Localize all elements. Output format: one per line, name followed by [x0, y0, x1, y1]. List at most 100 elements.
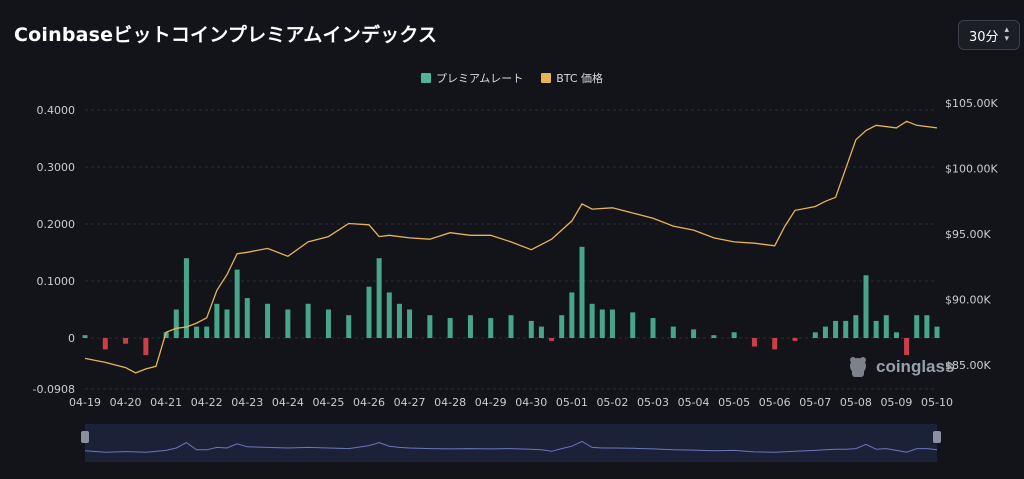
x-tick-label: 05-10 [921, 396, 953, 409]
premium-bar [904, 338, 910, 356]
time-navigator[interactable] [81, 424, 941, 462]
premium-bar [224, 309, 230, 338]
navigator-background [85, 424, 937, 462]
y-left-tick-label: 0.3000 [37, 161, 76, 174]
premium-bar [731, 332, 737, 338]
chevron-updown-icon: ▴ ▾ [1004, 25, 1010, 44]
premium-bar [934, 326, 940, 338]
premium-bar [833, 320, 839, 338]
premium-bar [630, 312, 636, 338]
watermark: coinglass [850, 357, 954, 377]
interval-select[interactable]: 30分 ▴ ▾ [958, 20, 1020, 50]
premium-bar [650, 318, 656, 338]
watermark-text: coinglass [876, 357, 954, 376]
x-tick-label: 04-25 [312, 396, 344, 409]
premium-bar [589, 303, 595, 338]
premium-bar [488, 318, 494, 338]
premium-bar [528, 320, 534, 338]
legend-swatch-premium [420, 73, 431, 83]
premium-bar [609, 309, 615, 338]
premium-bar [346, 315, 352, 338]
premium-bar [812, 332, 818, 338]
premium-bar [396, 303, 402, 338]
premium-bar [305, 303, 311, 338]
premium-bar [751, 338, 757, 347]
navigator-series-line [84, 440, 938, 453]
navigator-handle-right[interactable] [933, 431, 941, 443]
x-tick-label: 04-24 [272, 396, 304, 409]
coinglass-logo-icon [850, 357, 866, 377]
premium-bar [386, 292, 392, 338]
x-tick-label: 05-03 [637, 396, 669, 409]
y-right-tick-label: $85.00K [945, 359, 991, 372]
y-right-tick-label: $100.00K [945, 163, 998, 176]
premium-bar [579, 246, 585, 338]
legend-swatch-btc [541, 73, 552, 83]
premium-bar [863, 275, 869, 338]
x-tick-label: 04-22 [191, 396, 223, 409]
btc-price-line [84, 120, 938, 374]
premium-bar [711, 335, 717, 338]
x-tick-label: 04-28 [434, 396, 466, 409]
page-title: Coinbaseビットコインプレミアムインデックス [14, 24, 438, 46]
premium-bar [102, 338, 108, 350]
btc-price-series-line [84, 120, 938, 374]
x-tick-label: 05-04 [678, 396, 710, 409]
chart-legend: プレミアムレート BTC 価格 [0, 70, 1024, 86]
x-tick-label: 04-20 [110, 396, 142, 409]
premium-bar [843, 320, 849, 338]
premium-bar [691, 329, 697, 338]
premium-bar [265, 303, 271, 338]
x-tick-label: 04-19 [69, 396, 101, 409]
premium-bar [123, 338, 129, 344]
premium-bar [599, 309, 605, 338]
x-tick-label: 05-09 [880, 396, 912, 409]
y-right-tick-label: $105.00K [945, 97, 998, 110]
y-axis-labels: 0.4000 0.3000 0.2000 0.1000 0 -0.0908 $105.00K… [33, 97, 999, 396]
premium-bar [792, 338, 798, 341]
premium-bar [163, 332, 169, 338]
x-axis-labels: 04-19 04-20 04-21 04-22 04-23 04-24 04-25 04-26… [69, 396, 953, 409]
premium-bar [467, 315, 473, 338]
premium-bar [82, 335, 88, 338]
premium-bar [893, 332, 899, 338]
x-tick-label: 04-30 [515, 396, 547, 409]
premium-bar [194, 326, 200, 338]
premium-bar [670, 326, 676, 338]
premium-bar [772, 338, 778, 350]
x-tick-label: 04-27 [394, 396, 426, 409]
premium-bars [82, 246, 940, 356]
x-tick-label: 05-05 [718, 396, 750, 409]
premium-bar [873, 320, 879, 338]
y-left-tick-label: 0.4000 [37, 104, 76, 117]
premium-bar [538, 326, 544, 338]
premium-bar [569, 292, 575, 338]
premium-bar [914, 315, 920, 338]
y-right-tick-label: $90.00K [945, 294, 991, 307]
legend-item-btc[interactable]: BTC 価格 [541, 70, 603, 86]
y-left-tick-label: 0.2000 [37, 218, 76, 231]
x-tick-label: 04-26 [353, 396, 385, 409]
premium-bar [447, 318, 453, 338]
legend-item-premium[interactable]: プレミアムレート [420, 70, 524, 86]
y-left-tick-label: -0.0908 [33, 383, 75, 396]
navigator-handle-left[interactable] [81, 431, 89, 443]
premium-bar [853, 315, 859, 338]
premium-bar [234, 269, 240, 338]
premium-bar [366, 286, 372, 338]
premium-bar [883, 315, 889, 338]
premium-bar [285, 309, 291, 338]
legend-label-premium: プレミアムレート [435, 72, 524, 85]
premium-bar [822, 326, 828, 338]
premium-bar [376, 258, 382, 338]
premium-bar [325, 309, 331, 338]
premium-bar [173, 309, 179, 338]
premium-bar [924, 315, 930, 338]
premium-bar [244, 298, 250, 338]
x-tick-label: 05-01 [556, 396, 588, 409]
y-left-tick-label: 0 [68, 332, 75, 345]
x-tick-label: 04-29 [475, 396, 507, 409]
x-tick-label: 04-23 [231, 396, 263, 409]
x-tick-label: 05-02 [596, 396, 628, 409]
